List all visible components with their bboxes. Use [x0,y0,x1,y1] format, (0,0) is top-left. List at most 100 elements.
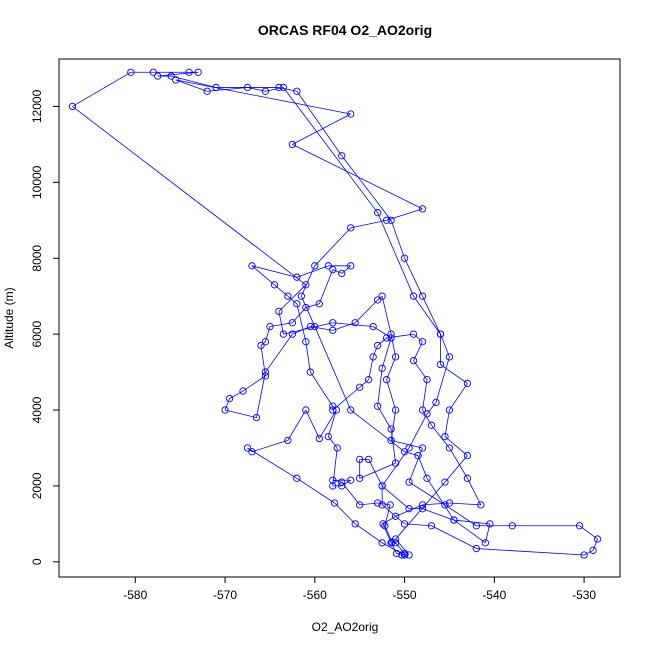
data-point [333,444,341,452]
data-point [400,448,409,456]
data-point [418,444,427,452]
data-point [297,292,306,300]
data-point [330,499,339,507]
data-point [387,425,395,433]
series-segment [341,481,361,506]
data-point [409,357,418,365]
series-segment [467,478,482,506]
data-point [445,406,454,414]
data-point [365,455,373,464]
data-point [311,322,319,331]
data-point [306,368,314,376]
data-point [589,546,597,555]
data-point [369,322,377,331]
series-segment [296,303,307,342]
y-tick-label: 4000 [30,396,44,423]
data-point [351,319,359,327]
data-point [347,224,355,232]
data-point [172,76,180,84]
data-point [261,372,270,380]
series-segment [260,345,266,376]
data-point [405,444,413,452]
data-point [239,387,247,395]
data-point [356,383,364,391]
data-point [338,152,346,160]
chart-title: ORCAS RF04 O2_AO2orig [258,22,432,38]
series-segment [332,269,342,274]
data-point [252,413,261,422]
series-segment [377,368,383,407]
data-point [450,516,458,524]
series-segment [381,542,405,556]
data-point [382,376,391,384]
data-point [418,292,427,300]
data-point [329,319,337,327]
x-tick-label: -540 [482,588,506,602]
data-point [306,322,314,331]
data-point [329,406,337,414]
data-point [154,72,162,80]
series-segment [408,481,446,506]
series-segment [426,478,455,521]
series-segment [332,322,356,331]
data-point [379,520,387,528]
series-segment [314,227,352,267]
data-point [423,410,431,418]
data-point [356,455,364,464]
y-tick-label: 2000 [30,472,44,499]
data-point [472,544,481,553]
data-point [243,444,252,452]
data-point [347,262,355,270]
series-segment [318,409,337,439]
data-point [338,269,346,278]
data-point [382,216,391,224]
data-point [378,501,386,509]
series-segment [265,333,293,373]
series-segment [386,356,396,380]
data-point [405,505,413,513]
series-segment [350,219,387,229]
data-point [365,376,373,384]
data-point [508,522,516,530]
series-segment [390,334,396,357]
data-point [378,292,386,300]
series-segment [444,455,468,483]
series-segment [444,436,468,456]
data-point [302,303,310,312]
data-point [392,549,401,558]
data-point [288,319,297,327]
data-point [324,432,332,441]
data-point [293,87,301,95]
data-point [436,330,445,338]
data-point [288,330,297,338]
x-axis: -580 -570 -560 -550 -540 -530 [123,577,596,602]
x-tick-label: -550 [393,588,417,602]
data-point [261,87,270,95]
data-point [463,379,472,388]
data-point [445,353,454,361]
y-tick-label: 12000 [30,89,44,123]
series-segment [318,269,334,304]
series-segment [431,525,477,549]
data-point [284,292,292,300]
series-segment [72,106,307,286]
series-segment [334,502,356,525]
series-segment [354,299,378,324]
data-point [373,499,382,507]
data-point [378,364,386,372]
series-segment [72,71,132,107]
series-segment [283,87,378,213]
data-point [293,273,301,281]
series-segment [359,379,369,388]
series-segment [377,212,414,297]
data-point [248,448,256,456]
data-point [351,520,359,528]
data-point [378,482,386,490]
series-segment [579,525,598,540]
series-segment [431,424,450,449]
series-segment [381,337,392,369]
series-segment [417,455,428,479]
series-segment [408,413,428,449]
data-point [279,330,288,338]
series-segment [449,447,468,479]
